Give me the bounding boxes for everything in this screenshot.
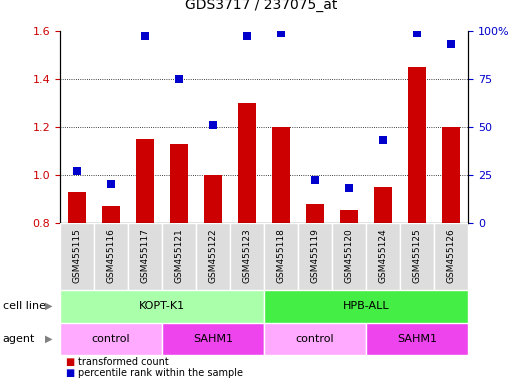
Bar [264, 323, 366, 355]
Text: GSM455118: GSM455118 [277, 228, 286, 283]
Text: HPB-ALL: HPB-ALL [343, 301, 390, 311]
Text: transformed count: transformed count [78, 357, 169, 367]
Text: GDS3717 / 237075_at: GDS3717 / 237075_at [185, 0, 338, 12]
Text: cell line: cell line [3, 301, 46, 311]
Point [107, 181, 116, 187]
Text: GSM455124: GSM455124 [379, 228, 388, 283]
Text: GSM455125: GSM455125 [413, 228, 422, 283]
Text: KOPT-K1: KOPT-K1 [139, 301, 185, 311]
Text: control: control [296, 334, 334, 344]
Bar [162, 223, 196, 290]
Point [447, 41, 456, 47]
Bar [298, 223, 332, 290]
Bar [170, 144, 188, 223]
Point [209, 122, 218, 128]
Point [175, 76, 184, 82]
Bar [60, 290, 264, 323]
Bar [102, 206, 120, 223]
Bar [434, 223, 468, 290]
Bar [128, 223, 162, 290]
Point [379, 137, 388, 143]
Bar [332, 223, 366, 290]
Bar [60, 323, 162, 355]
Text: GSM455119: GSM455119 [311, 228, 320, 283]
Point [311, 177, 320, 184]
Bar [264, 223, 298, 290]
Point [345, 185, 354, 191]
Text: GSM455117: GSM455117 [141, 228, 150, 283]
Point [413, 30, 422, 36]
Bar [366, 323, 468, 355]
Text: GSM455123: GSM455123 [243, 228, 252, 283]
Text: ▶: ▶ [45, 334, 52, 344]
Text: ▶: ▶ [45, 301, 52, 311]
Text: GSM455121: GSM455121 [175, 228, 184, 283]
Bar [238, 103, 256, 223]
Text: agent: agent [3, 334, 35, 344]
Point [73, 168, 82, 174]
Bar [196, 223, 230, 290]
Bar [374, 187, 392, 223]
Text: percentile rank within the sample: percentile rank within the sample [78, 368, 243, 378]
Text: ■: ■ [65, 357, 75, 367]
Text: control: control [92, 334, 130, 344]
Text: GSM455122: GSM455122 [209, 228, 218, 283]
Bar [230, 223, 264, 290]
Bar [162, 323, 264, 355]
Point [277, 30, 286, 36]
Bar [340, 210, 358, 223]
Bar [94, 223, 128, 290]
Text: GSM455120: GSM455120 [345, 228, 354, 283]
Text: GSM455116: GSM455116 [107, 228, 116, 283]
Text: SAHM1: SAHM1 [193, 334, 233, 344]
Text: ■: ■ [65, 368, 75, 378]
Bar [366, 223, 400, 290]
Bar [408, 67, 426, 223]
Text: GSM455126: GSM455126 [447, 228, 456, 283]
Bar [264, 290, 468, 323]
Bar [306, 204, 324, 223]
Text: SAHM1: SAHM1 [397, 334, 437, 344]
Bar [204, 175, 222, 223]
Bar [400, 223, 434, 290]
Point [141, 33, 150, 40]
Text: GSM455115: GSM455115 [73, 228, 82, 283]
Bar [60, 223, 94, 290]
Bar [68, 192, 86, 223]
Bar [136, 139, 154, 223]
Bar [442, 127, 460, 223]
Bar [272, 127, 290, 223]
Point [243, 33, 252, 40]
